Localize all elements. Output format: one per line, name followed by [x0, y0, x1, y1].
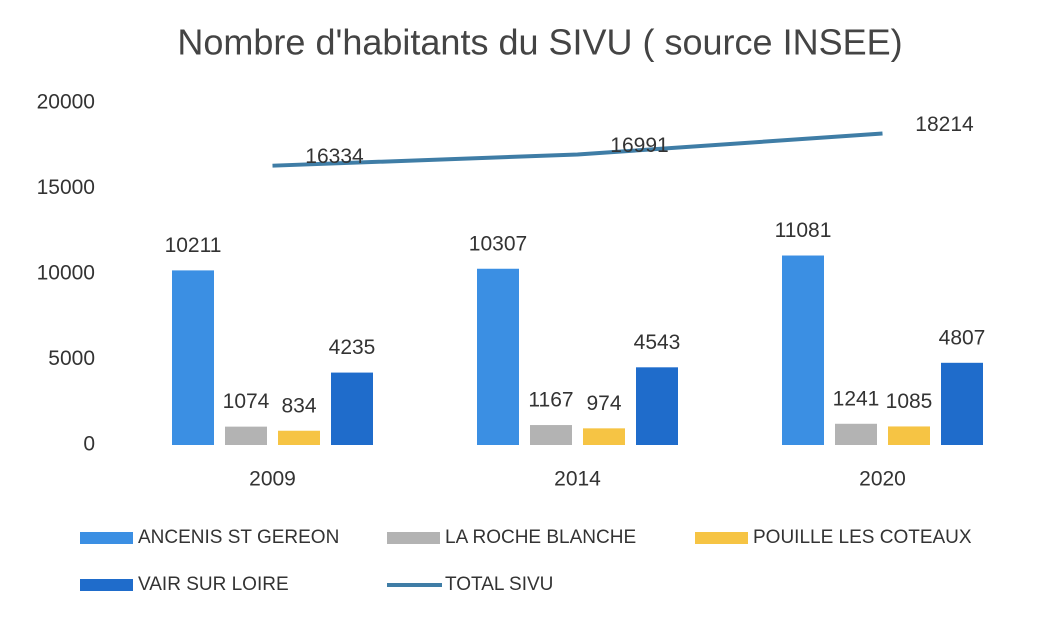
data-label: 4235 — [329, 336, 376, 359]
x-tick-label: 2014 — [554, 468, 601, 491]
bar — [225, 426, 267, 445]
data-label: 834 — [281, 394, 316, 417]
data-label: 16334 — [305, 145, 364, 168]
bar — [530, 425, 572, 445]
legend-label: VAIR SUR LOIRE — [138, 574, 289, 595]
bar — [835, 423, 877, 445]
legend-swatch — [695, 532, 748, 544]
bar — [941, 362, 983, 445]
y-tick-label: 15000 — [37, 176, 95, 199]
data-label: 1241 — [833, 387, 880, 410]
data-label: 11081 — [775, 219, 832, 242]
legend-swatch — [80, 532, 133, 544]
bar — [331, 372, 373, 445]
bar — [477, 268, 519, 445]
legend-swatch — [80, 579, 133, 591]
legend-label: LA ROCHE BLANCHE — [445, 527, 636, 548]
bar — [172, 270, 214, 445]
data-label: 974 — [586, 392, 621, 415]
data-label: 1085 — [886, 390, 933, 413]
data-label: 10307 — [469, 232, 527, 255]
legend-label: TOTAL SIVU — [445, 574, 553, 595]
data-label: 4543 — [634, 331, 681, 354]
bar — [636, 367, 678, 445]
x-tick-label: 2009 — [249, 468, 296, 491]
bar — [278, 430, 320, 445]
y-tick-label: 5000 — [48, 347, 95, 370]
y-tick-label: 10000 — [37, 262, 95, 285]
data-label: 10211 — [165, 234, 222, 257]
data-label: 1167 — [528, 389, 573, 412]
y-tick-label: 20000 — [37, 91, 95, 114]
legend-swatch — [387, 532, 440, 544]
data-label: 16991 — [610, 134, 668, 157]
line — [272, 131, 883, 168]
y-tick-label: 0 — [83, 433, 95, 456]
legend-label: ANCENIS ST GEREON — [138, 527, 339, 548]
legend-label: POUILLE LES COTEAUX — [753, 527, 972, 548]
data-label: 18214 — [915, 113, 974, 136]
bar — [888, 426, 930, 445]
data-label: 1074 — [223, 390, 270, 413]
bar — [782, 255, 824, 445]
data-label: 4807 — [939, 326, 986, 349]
x-tick-label: 2020 — [859, 468, 906, 491]
bar — [583, 428, 625, 445]
chart-title: Nombre d'habitants du SIVU ( source INSE… — [177, 22, 902, 63]
